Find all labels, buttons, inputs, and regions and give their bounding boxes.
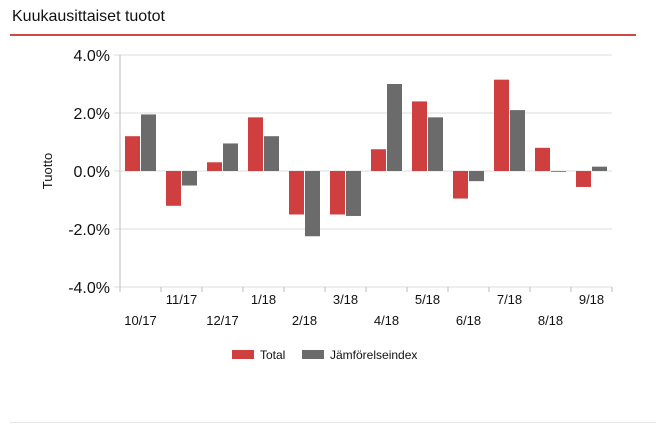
y-tick-label: -4.0% bbox=[68, 280, 110, 297]
bar-index bbox=[469, 171, 484, 182]
x-tick-label: 2/18 bbox=[292, 313, 317, 328]
x-tick-label: 12/17 bbox=[206, 313, 239, 328]
bar-index bbox=[510, 110, 525, 171]
x-tick-label: 7/18 bbox=[497, 292, 522, 307]
legend-swatch bbox=[232, 350, 254, 359]
bar-total bbox=[576, 171, 591, 187]
bar-total bbox=[453, 171, 468, 199]
header: Kuukausittaiset tuotot bbox=[10, 6, 636, 36]
bar-total bbox=[494, 79, 509, 171]
bar-total bbox=[207, 162, 222, 171]
bar-total bbox=[166, 171, 181, 206]
legend-label: Jämförelseindex bbox=[330, 348, 417, 362]
legend-swatch bbox=[302, 350, 324, 359]
bar-total bbox=[535, 147, 550, 171]
y-tick-label: 2.0% bbox=[74, 106, 110, 123]
x-tick-label: 6/18 bbox=[456, 313, 481, 328]
x-tick-label: 5/18 bbox=[415, 292, 440, 307]
y-tick-label: 0.0% bbox=[74, 164, 110, 181]
bar-total bbox=[248, 117, 263, 171]
bar-index bbox=[305, 171, 320, 237]
x-tick-label: 9/18 bbox=[579, 292, 604, 307]
x-tick-label: 1/18 bbox=[251, 292, 276, 307]
divider bbox=[10, 422, 656, 423]
bar-total bbox=[289, 171, 304, 215]
bar-index bbox=[141, 114, 156, 171]
bar-total bbox=[125, 136, 140, 171]
bar-index bbox=[551, 171, 566, 172]
bar-index bbox=[428, 117, 443, 171]
legend-label: Total bbox=[260, 348, 285, 362]
bar-total bbox=[371, 149, 386, 171]
x-tick-label: 11/17 bbox=[166, 292, 198, 307]
bar-total bbox=[412, 101, 427, 171]
bar-index bbox=[592, 166, 607, 171]
bar-index bbox=[387, 84, 402, 171]
x-tick-label: 3/18 bbox=[333, 292, 358, 307]
x-tick-label: 10/17 bbox=[124, 313, 157, 328]
y-tick-label: 4.0% bbox=[74, 48, 110, 65]
y-axis-label: Tuotto bbox=[40, 153, 55, 189]
x-tick-label: 8/18 bbox=[538, 313, 563, 328]
bar-index bbox=[264, 136, 279, 171]
page-title: Kuukausittaiset tuotot bbox=[12, 8, 165, 25]
y-tick-label: -2.0% bbox=[68, 222, 110, 239]
bar-total bbox=[330, 171, 345, 215]
bar-index bbox=[346, 171, 361, 216]
x-tick-label: 4/18 bbox=[374, 313, 399, 328]
bar-index bbox=[223, 143, 238, 171]
bar-index bbox=[182, 171, 197, 186]
